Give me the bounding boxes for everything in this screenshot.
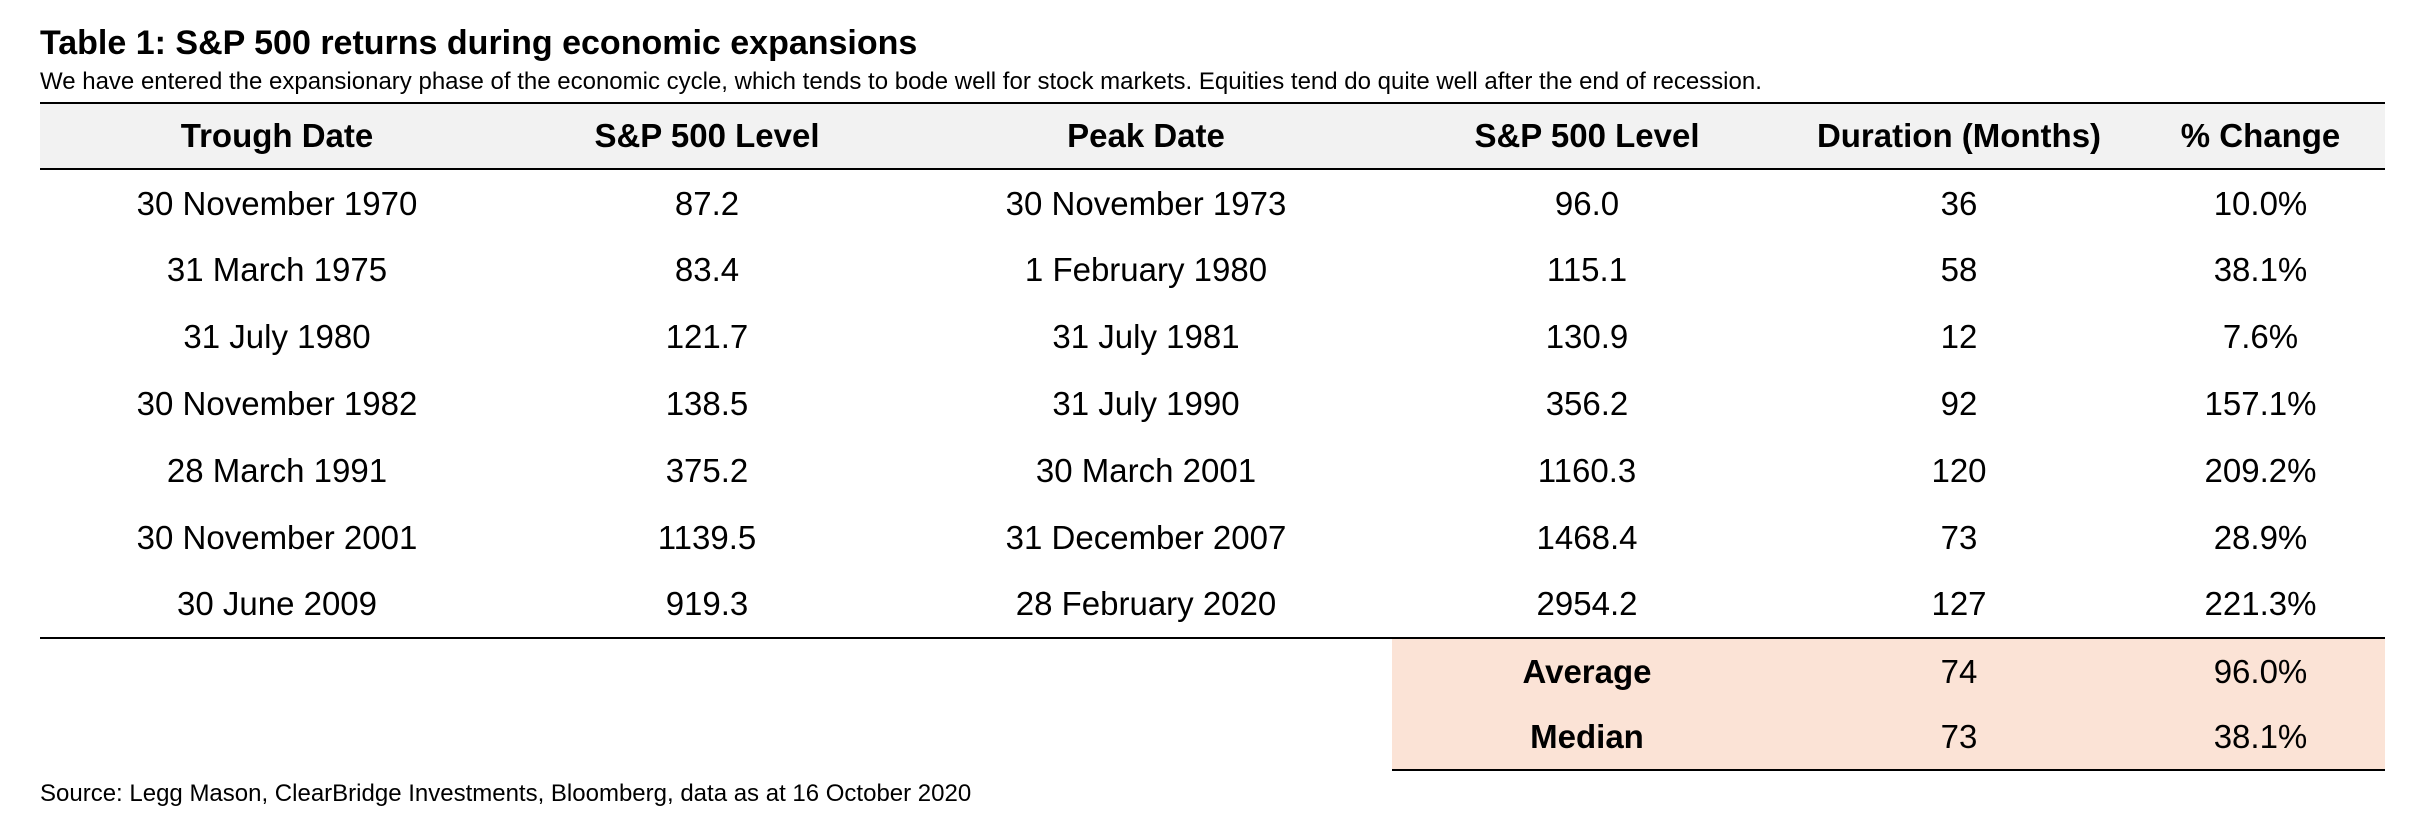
cell-peak-level: 2954.2 bbox=[1392, 571, 1782, 639]
cell-peak-level: 130.9 bbox=[1545, 317, 1629, 355]
header-peak-date: Peak Date bbox=[900, 102, 1392, 170]
cell-peak-date: 30 November 1973 bbox=[1005, 185, 1287, 222]
cell-trough-date: 30 November 1970 bbox=[136, 185, 418, 222]
table-header-row: Trough Date S&P 500 Level Peak Date S&P … bbox=[40, 102, 2385, 170]
summary-empty-cell bbox=[40, 704, 514, 770]
summary-row-median: Median 73 38.1% bbox=[40, 704, 2385, 771]
table-row: 31 March 1975 83.4 1 February 1980 115.1… bbox=[40, 236, 2385, 303]
cell-duration: 127 bbox=[1782, 571, 2136, 639]
table-row: 30 November 1970 87.2 30 November 1973 9… bbox=[40, 169, 2385, 236]
cell-trough-level: 83.4 bbox=[674, 250, 740, 288]
cell-trough-level: 87.2 bbox=[674, 185, 740, 222]
cell-duration: 92 bbox=[1940, 384, 1978, 422]
cell-trough-level: 919.3 bbox=[514, 571, 900, 639]
summary-empty-cell bbox=[514, 638, 900, 704]
cell-duration: 12 bbox=[1940, 317, 1978, 355]
cell-trough-date: 30 November 2001 bbox=[136, 518, 418, 556]
cell-trough-date: 28 March 1991 bbox=[166, 451, 388, 489]
header-peak-level: S&P 500 Level bbox=[1392, 102, 1782, 170]
summary-row-average: Average 74 96.0% bbox=[40, 638, 2385, 704]
cell-peak-level: 96.0 bbox=[1554, 185, 1620, 222]
table-row: 28 March 1991 375.2 30 March 2001 1160.3… bbox=[40, 437, 2385, 504]
cell-duration: 36 bbox=[1940, 185, 1978, 222]
table-row: 30 June 2009 919.3 28 February 2020 2954… bbox=[40, 571, 2385, 639]
cell-trough-date: 31 March 1975 bbox=[166, 250, 388, 288]
summary-empty-cell bbox=[900, 704, 1392, 770]
summary-empty-cell bbox=[514, 704, 900, 770]
cell-change: 10.0% bbox=[2213, 185, 2308, 222]
summary-duration: 73 bbox=[1782, 704, 2136, 771]
cell-change: 209.2% bbox=[2204, 451, 2317, 489]
cell-peak-date: 30 March 2001 bbox=[1035, 451, 1257, 489]
source-note: Source: Legg Mason, ClearBridge Investme… bbox=[40, 780, 972, 807]
summary-duration: 74 bbox=[1782, 638, 2136, 704]
cell-peak-level: 1160.3 bbox=[1537, 451, 1637, 489]
cell-peak-level: 1468.4 bbox=[1536, 518, 1638, 556]
summary-change: 38.1% bbox=[2136, 704, 2385, 771]
summary-label: Median bbox=[1392, 704, 1782, 771]
summary-label: Average bbox=[1392, 638, 1782, 704]
cell-duration: 120 bbox=[1931, 451, 1987, 489]
table-row: 30 November 1982 138.5 31 July 1990 356.… bbox=[40, 370, 2385, 437]
cell-peak-date: 31 July 1981 bbox=[1052, 317, 1240, 355]
cell-peak-date: 31 December 2007 bbox=[1005, 518, 1287, 556]
table-row: 31 July 1980 121.7 31 July 1981 130.9 12… bbox=[40, 303, 2385, 370]
cell-trough-level: 138.5 bbox=[665, 384, 749, 422]
summary-empty-cell bbox=[40, 638, 514, 704]
summary-change: 96.0% bbox=[2136, 638, 2385, 704]
cell-peak-date: 31 July 1990 bbox=[1052, 384, 1240, 422]
cell-trough-level: 1139.5 bbox=[657, 518, 757, 556]
cell-change: 28.9% bbox=[2213, 518, 2308, 556]
header-duration: Duration (Months) bbox=[1782, 102, 2136, 170]
header-trough-level: S&P 500 Level bbox=[514, 102, 900, 170]
cell-trough-date: 30 November 1982 bbox=[136, 384, 418, 422]
cell-change: 38.1% bbox=[2213, 250, 2308, 288]
cell-duration: 58 bbox=[1940, 250, 1978, 288]
cell-trough-date: 31 July 1980 bbox=[183, 317, 371, 355]
table-row: 30 November 2001 1139.5 31 December 2007… bbox=[40, 504, 2385, 571]
cell-trough-level: 375.2 bbox=[665, 451, 749, 489]
cell-change: 157.1% bbox=[2204, 384, 2317, 422]
cell-peak-date: 1 February 1980 bbox=[1024, 250, 1268, 288]
cell-peak-level: 115.1 bbox=[1546, 250, 1628, 288]
table-subtitle: We have entered the expansionary phase o… bbox=[40, 68, 1762, 95]
cell-change: 7.6% bbox=[2222, 317, 2299, 355]
returns-table: Trough Date S&P 500 Level Peak Date S&P … bbox=[40, 102, 2385, 771]
summary-empty-cell bbox=[900, 638, 1392, 704]
cell-peak-level: 356.2 bbox=[1545, 384, 1629, 422]
cell-duration: 73 bbox=[1940, 518, 1978, 556]
table-title: Table 1: S&P 500 returns during economic… bbox=[40, 24, 918, 62]
cell-change: 221.3% bbox=[2136, 571, 2385, 639]
cell-peak-date: 28 February 2020 bbox=[900, 571, 1392, 639]
cell-trough-date: 30 June 2009 bbox=[40, 571, 514, 639]
header-change: % Change bbox=[2136, 102, 2385, 170]
cell-trough-level: 121.7 bbox=[665, 317, 749, 355]
header-trough-date: Trough Date bbox=[40, 102, 514, 170]
